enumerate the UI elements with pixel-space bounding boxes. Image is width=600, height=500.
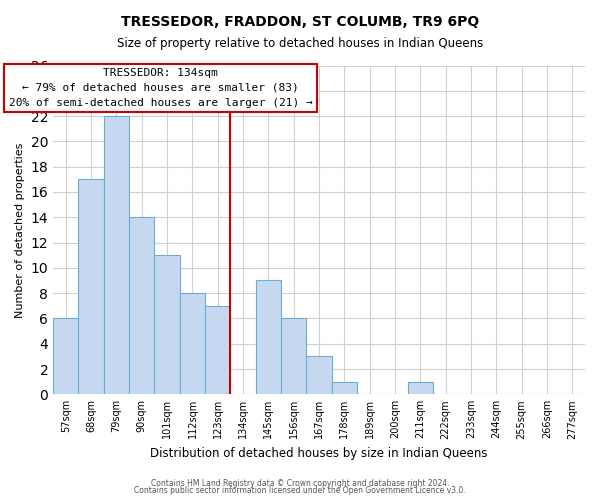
Text: Contains HM Land Registry data © Crown copyright and database right 2024.: Contains HM Land Registry data © Crown c… <box>151 478 449 488</box>
Text: Contains public sector information licensed under the Open Government Licence v3: Contains public sector information licen… <box>134 486 466 495</box>
Bar <box>129 218 154 394</box>
Bar <box>332 382 357 394</box>
Bar <box>256 280 281 394</box>
Bar <box>180 293 205 394</box>
X-axis label: Distribution of detached houses by size in Indian Queens: Distribution of detached houses by size … <box>151 447 488 460</box>
Text: Size of property relative to detached houses in Indian Queens: Size of property relative to detached ho… <box>117 38 483 51</box>
Bar <box>281 318 307 394</box>
Bar <box>205 306 230 394</box>
Bar <box>408 382 433 394</box>
Bar <box>104 116 129 394</box>
Text: TRESSEDOR: 134sqm
← 79% of detached houses are smaller (83)
20% of semi-detached: TRESSEDOR: 134sqm ← 79% of detached hous… <box>9 68 313 108</box>
Bar <box>307 356 332 395</box>
Bar <box>53 318 79 394</box>
Text: TRESSEDOR, FRADDON, ST COLUMB, TR9 6PQ: TRESSEDOR, FRADDON, ST COLUMB, TR9 6PQ <box>121 15 479 29</box>
Y-axis label: Number of detached properties: Number of detached properties <box>15 142 25 318</box>
Bar <box>154 255 180 394</box>
Bar <box>79 180 104 394</box>
